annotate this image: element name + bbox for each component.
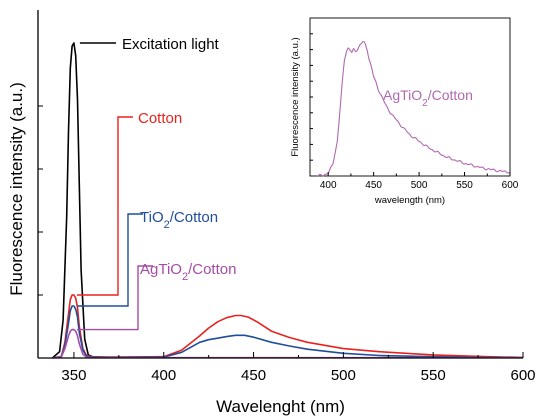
inset-x-axis-label: wavelength (nm) xyxy=(374,195,445,206)
series-line-3 xyxy=(52,328,523,359)
x-tick-label-1: 400 xyxy=(151,367,176,384)
y-axis-label: Fluorescence intensity (a.u.) xyxy=(7,82,26,296)
inset-y-axis-label: Fluorescence intensity (a.u.) xyxy=(290,37,301,156)
annotation-leader-3 xyxy=(76,265,153,331)
x-tick-label-4: 550 xyxy=(421,367,446,384)
inset-x-tick-label-3: 550 xyxy=(456,180,473,191)
x-tick-label-5: 600 xyxy=(510,367,535,384)
main-plot: 350 400 450 500 550 600 Wavelenght (nm) Fluores… xyxy=(7,10,536,416)
annotation-label-1: Cotton xyxy=(138,110,182,127)
annotation-label-3: AgTiO2/Cotton xyxy=(140,261,236,283)
inset-annotation-label: AgTiO2/Cotton xyxy=(383,87,473,109)
inset-frame xyxy=(309,17,511,177)
annotation-label-2: TiO2/Cotton xyxy=(140,209,218,231)
inset-x-tick-label-2: 500 xyxy=(411,180,428,191)
x-axis-label: Wavelenght (nm) xyxy=(216,397,345,416)
annotation-leader-2 xyxy=(76,213,143,307)
series-line-0 xyxy=(51,42,96,359)
annotation-leader-1 xyxy=(76,116,133,296)
series-line-2 xyxy=(52,305,524,359)
series-line-1 xyxy=(52,294,524,359)
x-tick-label-3: 500 xyxy=(331,367,356,384)
x-tick-label-2: 450 xyxy=(241,367,266,384)
annotation-label-0: Excitation light xyxy=(122,36,220,53)
inset-x-tick-label-0: 400 xyxy=(320,180,337,191)
inset-x-tick-label-1: 450 xyxy=(365,180,382,191)
inset-x-tick-label-4: 600 xyxy=(502,180,519,191)
inset-series-line xyxy=(316,40,511,178)
x-tick-label-0: 350 xyxy=(61,367,86,384)
inset-plot: 400 450 500 550 600 wavelength (nm) Fluorescen… xyxy=(290,17,519,206)
